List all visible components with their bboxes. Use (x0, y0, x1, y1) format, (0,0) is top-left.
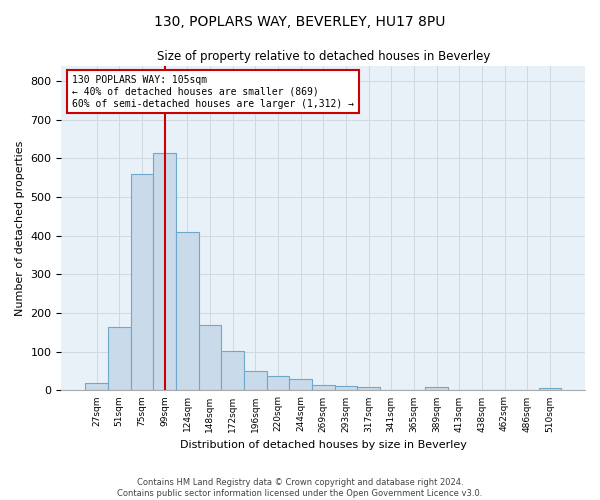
Text: Contains HM Land Registry data © Crown copyright and database right 2024.
Contai: Contains HM Land Registry data © Crown c… (118, 478, 482, 498)
Bar (425, 388, 448, 390)
Bar (357, 386, 380, 390)
Bar (244, 371, 266, 390)
Bar (199, 324, 221, 390)
Bar (335, 386, 357, 390)
Bar (312, 385, 335, 390)
Bar (108, 328, 131, 390)
Bar (131, 174, 153, 390)
Y-axis label: Number of detached properties: Number of detached properties (15, 140, 25, 316)
Bar (266, 376, 289, 390)
Title: Size of property relative to detached houses in Beverley: Size of property relative to detached ho… (157, 50, 490, 63)
Text: 130 POPLARS WAY: 105sqm
← 40% of detached houses are smaller (869)
60% of semi-d: 130 POPLARS WAY: 105sqm ← 40% of detache… (72, 76, 354, 108)
Bar (153, 152, 176, 390)
Bar (176, 232, 199, 390)
Bar (289, 379, 312, 390)
Bar (221, 350, 244, 391)
X-axis label: Distribution of detached houses by size in Beverley: Distribution of detached houses by size … (180, 440, 467, 450)
Text: 130, POPLARS WAY, BEVERLEY, HU17 8PU: 130, POPLARS WAY, BEVERLEY, HU17 8PU (154, 15, 446, 29)
Bar (539, 388, 561, 390)
Bar (85, 384, 108, 390)
